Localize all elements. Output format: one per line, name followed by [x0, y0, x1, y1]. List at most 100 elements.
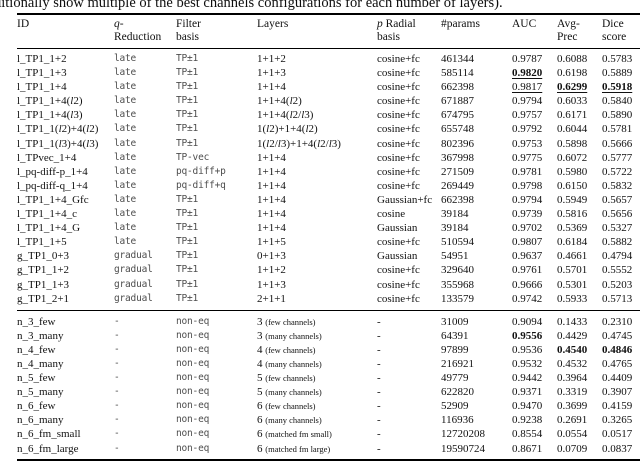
cell-auc: 0.9536: [512, 343, 557, 357]
cell-id: n_6_fm_large: [17, 442, 79, 455]
cell-auc: 0.9787: [512, 49, 557, 67]
cell-params: 52909: [441, 400, 469, 413]
cell-avg-prec: 0.2691: [557, 413, 602, 427]
cell-radial-basis: -: [377, 414, 381, 427]
table-row: l_pq-diff-q_1+4 late pq-diff+q 1+1+4 cosine+…: [17, 179, 640, 193]
cell-id: l_TP1_1+4(l3): [17, 109, 83, 122]
cell-layers: 1+1+2: [257, 264, 286, 277]
cell-layers: 1(l2/l3)+1+4(l2/l3): [257, 137, 341, 150]
table-row: l_TP1_1(l3)+4(l3) late TP±1 1(l2/l3)+1+4(l2…: [17, 137, 640, 151]
metric-value: 0.5882: [602, 236, 633, 249]
cell-params: 39184: [441, 208, 469, 221]
cell-filter-basis: TP±1: [176, 236, 199, 248]
cell-filter-basis: TP±1: [176, 95, 199, 107]
cell-id: l_TP1_1+4(l2): [17, 95, 83, 108]
cell-radial-basis: cosine+fc: [377, 165, 420, 178]
metric-value: 0.0837: [602, 442, 633, 455]
cell-dice-score: 0.5840: [602, 94, 640, 108]
cell-q-reduction: late: [114, 236, 137, 248]
metric-value: 0.9820: [512, 67, 543, 80]
cell-layers: 1+1+4(l2/l3): [257, 109, 314, 122]
cell-layers: 6 (matched fm small): [257, 428, 332, 441]
cell-filter-basis: TP±1: [176, 208, 199, 220]
cell-radial-basis: -: [377, 400, 381, 413]
cell-dice-score: 0.3265: [602, 413, 640, 427]
cell-radial-basis: cosine+fc: [377, 264, 420, 277]
cell-params: 662398: [441, 81, 474, 94]
cell-dice-score: 0.2310: [602, 309, 640, 329]
cell-filter-basis: non-eq: [176, 329, 210, 341]
metric-value: 0.0554: [557, 428, 588, 441]
cell-params: 655748: [441, 123, 474, 136]
cell-layers: 4 (few channels): [257, 343, 316, 356]
cell-filter-basis: non-eq: [176, 357, 210, 369]
cell-avg-prec: 0.4532: [557, 357, 602, 371]
cell-params: 54951: [441, 250, 469, 263]
cell-q-reduction: -: [114, 414, 120, 426]
metric-value: 0.5898: [557, 137, 588, 150]
col-header-radial-basis: p Radial basis: [377, 14, 441, 49]
cell-radial-basis: Gaussian: [377, 222, 418, 235]
table-row: n_6_few - non-eq 6 (few channels) - 52909 0.94…: [17, 399, 640, 413]
cell-params: 662398: [441, 193, 474, 206]
metric-value: 0.5722: [602, 165, 633, 178]
cell-layers: 5 (many channels): [257, 386, 322, 399]
cell-radial-basis: -: [377, 357, 381, 370]
cell-avg-prec: 0.4429: [557, 329, 602, 343]
cell-radial-basis: -: [377, 386, 381, 399]
metric-value: 0.9775: [512, 151, 543, 164]
table-row: n_5_few - non-eq 5 (few channels) - 49779 0.94…: [17, 371, 640, 385]
cell-params: 19590724: [441, 442, 485, 455]
table-row: l_TP1_1+4_G late TP±1 1+1+4 Gaussian 39184 0.9…: [17, 221, 640, 235]
metric-value: 0.6033: [557, 95, 588, 108]
table-row: n_6_fm_small - non-eq 6 (matched fm small) -…: [17, 427, 640, 441]
cell-avg-prec: 0.6198: [557, 66, 602, 80]
table-row: n_4_many - non-eq 4 (many channels) - 216921 0…: [17, 357, 640, 371]
metric-value: 0.4532: [557, 357, 588, 370]
cell-filter-basis: TP±1: [176, 81, 199, 93]
cell-dice-score: 0.5327: [602, 221, 640, 235]
metric-value: 0.5840: [602, 95, 633, 108]
metric-value: 0.5783: [602, 53, 633, 65]
cell-id: n_3_few: [17, 309, 114, 329]
cell-filter-basis: TP±1: [176, 292, 199, 304]
metric-value: 0.9742: [512, 292, 543, 305]
cell-filter-basis: non-eq: [176, 400, 210, 412]
cell-params: 510594: [441, 236, 474, 249]
cell-dice-score: 0.4159: [602, 399, 640, 413]
cell-params: 802396: [441, 137, 474, 150]
metric-value: 0.5918: [602, 81, 633, 94]
cell-auc: 0.9442: [512, 371, 557, 385]
cell-params: 64391: [441, 329, 469, 342]
table-row: g_TP1_2+1 gradual TP±1 2+1+1 cosine+fc 133579…: [17, 292, 640, 311]
metric-value: 0.9798: [512, 179, 543, 192]
table-row: n_6_many - non-eq 6 (many channels) - 116936 0…: [17, 413, 640, 427]
metric-value: 0.5933: [557, 292, 588, 305]
metric-value: 0.9470: [512, 400, 543, 413]
metric-value: 0.6072: [557, 151, 588, 164]
cell-radial-basis: cosine+fc: [377, 53, 420, 65]
cell-id: n_6_few: [17, 400, 56, 413]
cell-params: 671887: [441, 95, 474, 108]
cell-radial-basis: -: [377, 343, 381, 356]
metric-value: 0.6198: [557, 67, 588, 80]
metric-value: 0.5656: [602, 208, 633, 221]
cell-avg-prec: 0.5369: [557, 221, 602, 235]
cell-q-reduction: -: [114, 442, 120, 454]
cell-id: g_TP1_1+3: [17, 278, 70, 291]
cell-auc: 0.9637: [512, 249, 557, 263]
metric-value: 0.9666: [512, 278, 543, 291]
table-row: l_TP1_1+2 late TP±1 1+1+2 cosine+fc 461344 0.9…: [17, 49, 640, 67]
cell-radial-basis: Gaussian: [377, 250, 418, 263]
cell-filter-basis: TP-vec: [176, 151, 210, 163]
cell-q-reduction: late: [114, 179, 137, 191]
metric-value: 0.5327: [602, 222, 633, 235]
metric-value: 0.3265: [602, 414, 633, 427]
cell-q-reduction: late: [114, 222, 137, 234]
cell-dice-score: 0.5657: [602, 193, 640, 207]
cell-q-reduction: late: [114, 53, 137, 64]
cell-filter-basis: non-eq: [176, 428, 210, 440]
cell-filter-basis: pq-diff+q: [176, 179, 226, 191]
cell-avg-prec: 0.5898: [557, 137, 602, 151]
cell-dice-score: 0.5918: [602, 80, 640, 94]
